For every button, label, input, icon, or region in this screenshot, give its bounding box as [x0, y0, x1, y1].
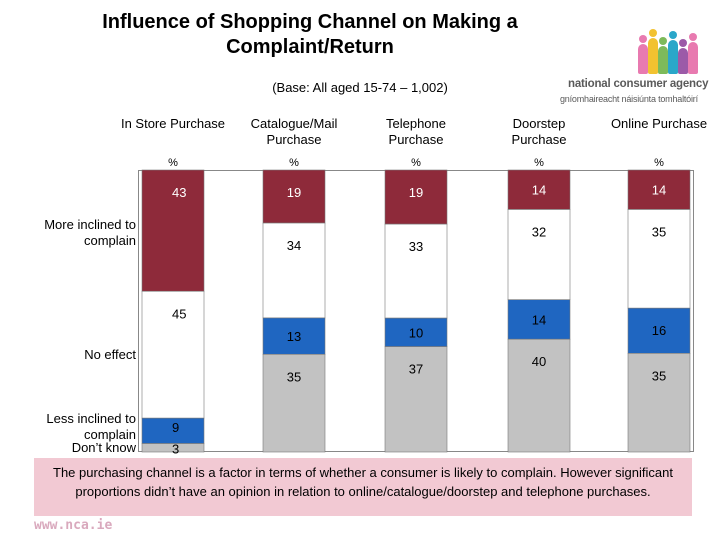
data-label: 35 [652, 224, 666, 239]
column-header: Catalogue/Mail Purchase [250, 116, 338, 147]
website-link[interactable]: www.nca.ie [34, 518, 113, 533]
data-label: 33 [409, 239, 423, 254]
person-figure-icon [688, 33, 698, 74]
footer-note: The purchasing channel is a factor in te… [34, 458, 692, 516]
bar-segment-less-inclined [507, 299, 571, 340]
bar-segment-more-inclined [384, 169, 448, 225]
column-header: In Store Purchase [120, 116, 226, 131]
data-label: 45 [172, 306, 186, 321]
person-figure-icon [678, 39, 688, 74]
people-figures-icon [638, 28, 698, 74]
percent-unit-label: % [289, 157, 299, 169]
person-figure-icon [638, 35, 648, 74]
bar-segment-dont-know [384, 346, 448, 453]
row-label-less-inclined: Less inclined to complain [46, 411, 136, 442]
data-label: 34 [287, 238, 301, 253]
column-header: Online Purchase [610, 116, 708, 131]
bar-segment-more-inclined [627, 169, 691, 210]
data-label: 43 [172, 185, 186, 200]
data-label: 14 [652, 183, 666, 198]
bar-segment-no-effect [507, 209, 571, 301]
percent-unit-label: % [168, 157, 178, 169]
row-label-more-inclined: More inclined to complain [44, 217, 136, 248]
data-label: 10 [409, 325, 423, 340]
data-label: 35 [652, 368, 666, 383]
data-label: 40 [532, 354, 546, 369]
data-label: 3 [172, 442, 179, 457]
bar-segment-dont-know [507, 338, 571, 453]
data-label: 35 [287, 369, 301, 384]
percent-unit-label: % [534, 157, 544, 169]
row-label-dont-know: Don’t know [71, 440, 136, 455]
data-label: 13 [287, 329, 301, 344]
data-label: 14 [532, 312, 546, 327]
bar-segment-dont-know [262, 353, 326, 453]
data-label: 32 [532, 224, 546, 239]
bar-segment-more-inclined [507, 169, 571, 210]
data-label: 19 [409, 185, 423, 200]
chart-title: Influence of Shopping Channel on Making … [102, 11, 518, 58]
data-label: 16 [652, 323, 666, 338]
percent-unit-label: % [654, 157, 664, 169]
logo-name: national consumer agency [568, 78, 709, 90]
data-label: 19 [287, 185, 301, 200]
bar-segment-dont-know [627, 352, 691, 453]
percent-unit-label: % [411, 157, 421, 169]
bar-segment-no-effect [262, 222, 326, 319]
bar-segment-no-effect [384, 223, 448, 319]
bar-segment-no-effect [141, 290, 205, 419]
column-header: Telephone Purchase [386, 116, 446, 147]
data-label: 9 [172, 420, 179, 435]
bar-segment-dont-know [141, 443, 205, 453]
person-figure-icon [658, 37, 668, 74]
bar-segment-less-inclined [262, 317, 326, 355]
logo-irish-name: gníomhaireacht náisiúnta tomhaltóirí [560, 94, 698, 104]
bar-segment-less-inclined [141, 417, 205, 444]
bar-segment-no-effect [627, 209, 691, 309]
row-label-no-effect: No effect [84, 347, 136, 362]
person-figure-icon [648, 29, 658, 74]
bar-segment-less-inclined [627, 307, 691, 354]
data-label: 14 [532, 183, 546, 198]
column-header: Doorstep Purchase [511, 116, 567, 147]
bar-segment-less-inclined [384, 317, 448, 347]
nca-logo: national consumer agency gníomhaireacht … [560, 28, 720, 110]
person-figure-icon [668, 31, 678, 74]
data-label: 37 [409, 362, 423, 377]
chart-subtitle: (Base: All aged 15-74 – 1,002) [272, 80, 448, 95]
bar-segment-more-inclined [141, 169, 205, 292]
